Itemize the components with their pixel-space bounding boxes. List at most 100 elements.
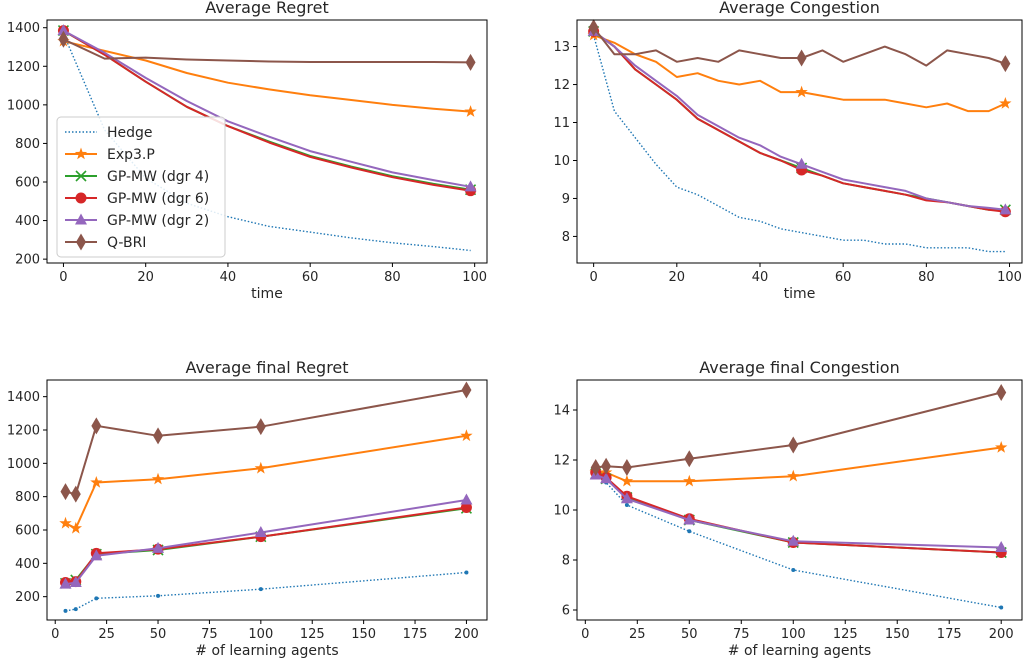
y-tick-label: 400 xyxy=(15,214,40,229)
series-line xyxy=(63,40,471,113)
x-axis-label: # of learning agents xyxy=(728,643,871,659)
data-point xyxy=(151,472,165,485)
data-point xyxy=(795,85,808,98)
y-tick-label: 800 xyxy=(15,137,40,152)
data-point xyxy=(787,469,800,482)
y-tick-label: 11 xyxy=(553,116,570,131)
axes-frame xyxy=(46,379,488,621)
series-q-bri xyxy=(590,384,1007,476)
data-point xyxy=(796,49,807,67)
legend-marker xyxy=(75,213,87,225)
x-tick-label: 50 xyxy=(681,627,698,642)
x-tick-label: 25 xyxy=(98,627,115,642)
x-tick-label: 50 xyxy=(150,627,167,642)
series-line xyxy=(65,499,467,586)
legend-box xyxy=(56,116,226,258)
series-q-bri xyxy=(588,19,1011,73)
legend-item-gp-mw-dgr-4: GP-MW (dgr 4) xyxy=(65,169,209,185)
data-point xyxy=(464,570,469,575)
series-q-bri xyxy=(58,30,476,71)
data-point xyxy=(58,30,69,48)
x-tick-label: 20 xyxy=(137,270,154,285)
data-point xyxy=(73,607,78,612)
data-point xyxy=(94,596,99,601)
data-point xyxy=(684,450,695,468)
y-tick-label: 1000 xyxy=(7,457,40,472)
data-point xyxy=(59,516,72,529)
y-tick-label: 8 xyxy=(562,554,570,569)
series-exp3-p xyxy=(57,34,477,117)
x-tick-label: 40 xyxy=(220,270,237,285)
x-tick-label: 20 xyxy=(669,270,686,285)
x-tick-label: 150 xyxy=(351,627,376,642)
y-tick-label: 1000 xyxy=(7,98,40,113)
legend-item-gp-mw-dgr-6: GP-MW (dgr 6) xyxy=(65,191,209,207)
x-tick-label: 125 xyxy=(833,627,858,642)
panel-average-final-congestion: Average final Congestion 0 25 50 75 100 125 150… xyxy=(553,358,1023,659)
legend-item-hedge: Hedge xyxy=(65,125,153,141)
y-tick-label: 200 xyxy=(15,590,40,605)
series-line xyxy=(65,507,467,585)
panel-average-final-regret: Average final Regret 0 25 50 75 100 125 150 175 2… xyxy=(7,358,488,659)
data-point xyxy=(687,529,692,534)
data-point xyxy=(620,474,634,487)
y-tick-label: 1200 xyxy=(7,424,40,439)
y-tick-label: 1400 xyxy=(7,21,40,36)
data-point xyxy=(624,503,629,507)
data-point xyxy=(460,429,473,442)
data-point xyxy=(995,541,1008,552)
legend-marker xyxy=(76,233,86,251)
x-tick-label: 60 xyxy=(835,270,852,285)
x-tick-label: 80 xyxy=(384,270,401,285)
series-q-bri xyxy=(60,381,472,503)
data-point xyxy=(795,157,808,169)
data-point xyxy=(620,492,633,504)
y-tick-label: 12 xyxy=(553,454,570,469)
x-tick-label: 0 xyxy=(59,270,67,285)
data-point xyxy=(152,541,165,553)
series-gp-mw-dgr-2 xyxy=(589,468,1008,552)
y-tick-label: 6 xyxy=(562,604,570,619)
data-point xyxy=(153,427,164,445)
chart-title: Average Regret xyxy=(205,0,329,17)
data-point xyxy=(999,203,1012,215)
data-point xyxy=(156,593,161,598)
data-point xyxy=(999,605,1004,610)
axes-frame xyxy=(576,379,1023,621)
series-line xyxy=(65,506,467,584)
data-point xyxy=(791,568,796,572)
y-tick-label: 13 xyxy=(553,40,570,55)
series-gp-mw-dgr-2 xyxy=(59,493,473,589)
data-point xyxy=(600,472,613,484)
data-point xyxy=(60,483,71,501)
data-point xyxy=(601,457,612,475)
x-tick-label: 75 xyxy=(201,627,218,642)
x-tick-label: 175 xyxy=(937,627,962,642)
data-point xyxy=(460,502,472,513)
series-gp-mw-dgr-6 xyxy=(60,502,472,588)
data-point xyxy=(465,53,476,71)
data-point xyxy=(63,608,68,613)
y-tick-label: 10 xyxy=(553,504,570,519)
x-tick-label: 200 xyxy=(989,627,1014,642)
legend: Hedge Exp3.P GP-MW (dgr 4) GP-MW (dgr 6) GP-… xyxy=(56,116,226,258)
data-point xyxy=(1000,55,1011,73)
data-point xyxy=(91,417,102,435)
x-tick-label: 0 xyxy=(581,627,589,642)
panel-average-regret: Average Regret 0 20 40 60 80 100 200 400 600 800 10… xyxy=(7,0,488,302)
data-point xyxy=(70,485,81,503)
series-line xyxy=(65,389,467,496)
x-tick-label: 25 xyxy=(629,627,646,642)
x-axis-label: # of learning agents xyxy=(195,643,338,659)
data-point xyxy=(621,459,632,476)
y-tick-label: 12 xyxy=(553,78,570,93)
x-tick-label: 100 xyxy=(997,270,1022,285)
series-line xyxy=(593,34,1006,113)
legend-item-exp3-p: Exp3.P xyxy=(65,147,155,163)
legend-item-gp-mw-dgr-2: GP-MW (dgr 2) xyxy=(65,213,209,229)
data-point xyxy=(254,461,267,474)
data-point xyxy=(588,19,599,37)
legend-label: GP-MW (dgr 4) xyxy=(107,169,209,185)
x-tick-label: 75 xyxy=(733,627,750,642)
x-tick-label: 100 xyxy=(462,270,487,285)
